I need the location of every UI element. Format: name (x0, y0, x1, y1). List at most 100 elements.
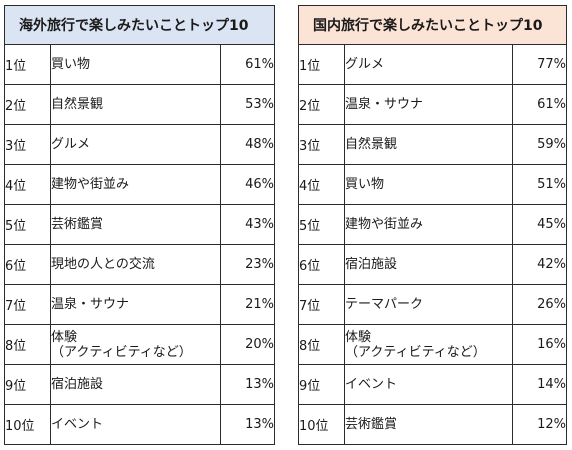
item-label: 自然景観 (51, 97, 104, 112)
item-label: テーマパーク (345, 297, 424, 312)
percentage-cell: 12% (511, 404, 568, 445)
item-cell: イベント (50, 404, 221, 445)
rank-cell: 9位 (4, 364, 51, 405)
rank-cell: 1位 (298, 44, 345, 85)
rank-cell: 2位 (4, 84, 51, 125)
rank-cell: 8位 (298, 324, 345, 365)
rank-cell: 9位 (298, 364, 345, 405)
item-label: 体験 (345, 329, 372, 345)
domestic-ranking-table: 国内旅行で楽しみたいことトップ10 1位 グルメ 77% 2位 温泉・サウナ 61% 3位自… (297, 5, 568, 445)
rank-cell: 10位 (4, 404, 51, 445)
table-row: 9位 イベント 14% (298, 364, 568, 405)
item-label: グルメ (345, 57, 385, 72)
item-label: 買い物 (345, 177, 385, 192)
table-row: 1位 買い物 61% (4, 44, 276, 85)
table-row: 1位 グルメ 77% (298, 44, 568, 85)
rank-cell: 7位 (4, 284, 51, 325)
item-cell: 宿泊施設 (50, 364, 221, 405)
item-cell: 温泉・サウナ (50, 284, 221, 325)
table-row: 2位 温泉・サウナ 61% (298, 84, 568, 125)
item-cell: 芸術鑑賞 (50, 204, 221, 245)
item-label: 建物や街並み (51, 177, 130, 192)
item-cell: グルメ (344, 44, 513, 85)
percentage-cell: 59% (511, 124, 568, 165)
item-label: 建物や街並み (345, 217, 424, 232)
percentage-cell: 61% (511, 84, 568, 125)
percentage-cell: 13% (219, 404, 276, 445)
percentage-cell: 23% (219, 244, 276, 285)
percentage-cell: 20% (219, 324, 276, 365)
item-cell: 建物や街並み (50, 164, 221, 205)
item-cell: イベント (344, 364, 513, 405)
rank-cell: 1位 (4, 44, 51, 85)
item-cell: テーマパーク (344, 284, 513, 325)
item-cell: 自然景観 (344, 124, 513, 165)
table-row: 4位 建物や街並み 46% (4, 164, 276, 205)
rank-cell: 6位 (4, 244, 51, 285)
table-row: 3位 自然景観 59% (298, 124, 568, 165)
rank-cell: 5位 (298, 204, 345, 245)
percentage-cell: 42% (511, 244, 568, 285)
overseas-ranking-table: 海外旅行で楽しみたいことトップ10 1位 買い物 61% 2位 自然景観 53% 3位 グルメ… (3, 5, 276, 445)
item-label: 買い物 (51, 57, 91, 72)
rank-cell: 5位 (4, 204, 51, 245)
percentage-cell: 48% (219, 124, 276, 165)
table-row: 10位 芸術鑑賞 12% (298, 404, 568, 445)
domestic-table-title: 国内旅行で楽しみたいことトップ10 (297, 5, 568, 45)
table-row: 6位 現地の人との交流 23% (4, 244, 276, 285)
item-label: 体験 (51, 329, 78, 345)
table-row: 8位 体験 （アクティビティなど） 16% (298, 324, 568, 365)
table-row: 10位 イベント 13% (4, 404, 276, 445)
overseas-table-title: 海外旅行で楽しみたいことトップ10 (3, 5, 276, 45)
rank-cell: 3位 (298, 124, 345, 165)
item-label: 宿泊施設 (51, 377, 104, 392)
table-row: 5位 建物や街並み 45% (298, 204, 568, 245)
item-label: 温泉・サウナ (51, 297, 130, 312)
rank-cell: 10位 (298, 404, 345, 445)
item-label: 芸術鑑賞 (51, 217, 104, 232)
percentage-cell: 46% (219, 164, 276, 205)
percentage-cell: 53% (219, 84, 276, 125)
item-cell: 温泉・サウナ (344, 84, 513, 125)
rank-cell: 3位 (4, 124, 51, 165)
item-label: 現地の人との交流 (51, 257, 155, 272)
table-row: 4位 買い物 51% (298, 164, 568, 205)
percentage-cell: 14% (511, 364, 568, 405)
item-cell: 自然景観 (50, 84, 221, 125)
item-cell: 現地の人との交流 (50, 244, 221, 285)
rank-cell: 7位 (298, 284, 345, 325)
table-row: 2位 自然景観 53% (4, 84, 276, 125)
item-label: イベント (345, 377, 398, 392)
table-row: 7位 テーマパーク 26% (298, 284, 568, 325)
rank-cell: 4位 (298, 164, 345, 205)
item-label: グルメ (51, 137, 91, 152)
item-cell: 買い物 (344, 164, 513, 205)
table-row: 8位 体験 （アクティビティなど） 20% (4, 324, 276, 365)
item-label: イベント (51, 417, 104, 432)
table-row: 9位 宿泊施設 13% (4, 364, 276, 405)
item-sublabel: （アクティビティなど） (51, 344, 192, 360)
percentage-cell: 51% (511, 164, 568, 205)
table-row: 6位 宿泊施設 42% (298, 244, 568, 285)
percentage-cell: 16% (511, 324, 568, 365)
percentage-cell: 45% (511, 204, 568, 245)
item-cell: 体験 （アクティビティなど） (344, 324, 513, 365)
item-sublabel: （アクティビティなど） (345, 344, 486, 360)
rank-cell: 6位 (298, 244, 345, 285)
table-row: 5位 芸術鑑賞 43% (4, 204, 276, 245)
item-cell: グルメ (50, 124, 221, 165)
item-cell: 宿泊施設 (344, 244, 513, 285)
rank-cell: 2位 (298, 84, 345, 125)
percentage-cell: 77% (511, 44, 568, 85)
percentage-cell: 61% (219, 44, 276, 85)
percentage-cell: 43% (219, 204, 276, 245)
percentage-cell: 13% (219, 364, 276, 405)
table-row: 3位 グルメ 48% (4, 124, 276, 165)
item-label: 芸術鑑賞 (345, 417, 398, 432)
item-cell: 買い物 (50, 44, 221, 85)
table-row: 7位 温泉・サウナ 21% (4, 284, 276, 325)
rank-cell: 8位 (4, 324, 51, 365)
item-label: 宿泊施設 (345, 257, 398, 272)
percentage-cell: 21% (219, 284, 276, 325)
item-cell: 芸術鑑賞 (344, 404, 513, 445)
